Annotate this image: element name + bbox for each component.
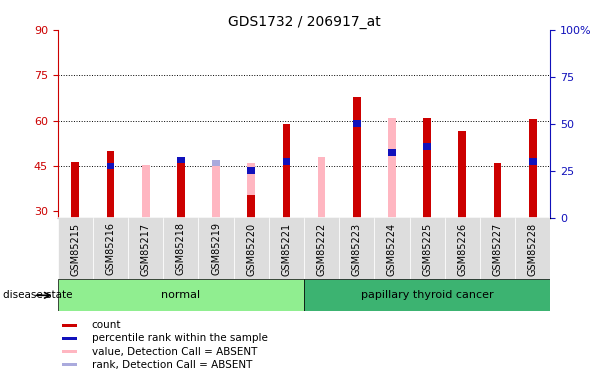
Bar bbox=[128, 217, 164, 279]
Bar bbox=[529, 119, 536, 218]
Bar bbox=[247, 195, 255, 217]
Text: GSM85225: GSM85225 bbox=[422, 222, 432, 276]
Bar bbox=[177, 157, 185, 164]
Bar bbox=[529, 158, 536, 165]
Bar bbox=[423, 118, 431, 218]
Text: GSM85226: GSM85226 bbox=[457, 222, 468, 276]
Text: GSM85219: GSM85219 bbox=[211, 222, 221, 276]
Bar bbox=[198, 217, 233, 279]
Bar bbox=[58, 217, 93, 279]
Text: GSM85216: GSM85216 bbox=[106, 222, 116, 276]
Text: GSM85222: GSM85222 bbox=[317, 222, 326, 276]
Bar bbox=[375, 217, 410, 279]
Text: GSM85217: GSM85217 bbox=[140, 222, 151, 276]
Bar bbox=[283, 124, 290, 218]
Bar bbox=[247, 163, 255, 218]
Text: GSM85218: GSM85218 bbox=[176, 222, 186, 276]
Bar bbox=[233, 217, 269, 279]
Bar bbox=[444, 217, 480, 279]
Bar bbox=[58, 279, 304, 311]
Bar bbox=[283, 158, 290, 165]
Bar bbox=[353, 96, 361, 218]
Bar bbox=[458, 131, 466, 218]
Text: rank, Detection Call = ABSENT: rank, Detection Call = ABSENT bbox=[92, 360, 252, 370]
Bar bbox=[142, 165, 150, 218]
Bar bbox=[410, 217, 444, 279]
Bar bbox=[515, 217, 550, 279]
Bar bbox=[247, 167, 255, 174]
Bar bbox=[93, 217, 128, 279]
Bar bbox=[72, 162, 79, 218]
Bar bbox=[212, 162, 220, 218]
Bar bbox=[304, 279, 550, 311]
Text: normal: normal bbox=[161, 290, 201, 300]
Bar bbox=[423, 143, 431, 150]
Bar bbox=[106, 151, 114, 217]
Bar bbox=[61, 350, 77, 353]
Bar bbox=[61, 363, 77, 366]
Bar bbox=[388, 149, 396, 156]
Text: GSM85223: GSM85223 bbox=[352, 222, 362, 276]
Text: disease state: disease state bbox=[3, 290, 72, 300]
Bar bbox=[177, 157, 185, 218]
Text: GSM85228: GSM85228 bbox=[528, 222, 537, 276]
Text: count: count bbox=[92, 320, 121, 330]
Bar bbox=[494, 163, 502, 218]
Text: GSM85215: GSM85215 bbox=[71, 222, 80, 276]
Text: GSM85224: GSM85224 bbox=[387, 222, 397, 276]
Bar bbox=[480, 217, 515, 279]
Bar bbox=[339, 217, 375, 279]
Bar bbox=[106, 163, 114, 170]
Text: GSM85227: GSM85227 bbox=[492, 222, 502, 276]
Bar bbox=[269, 217, 304, 279]
Bar bbox=[61, 337, 77, 340]
Title: GDS1732 / 206917_at: GDS1732 / 206917_at bbox=[227, 15, 381, 29]
Text: percentile rank within the sample: percentile rank within the sample bbox=[92, 333, 268, 344]
Bar bbox=[212, 160, 220, 166]
Text: GSM85221: GSM85221 bbox=[282, 222, 291, 276]
Bar bbox=[164, 217, 198, 279]
Bar bbox=[212, 160, 220, 166]
Bar bbox=[318, 157, 325, 218]
Text: GSM85220: GSM85220 bbox=[246, 222, 256, 276]
Bar bbox=[388, 118, 396, 218]
Bar bbox=[304, 217, 339, 279]
Text: value, Detection Call = ABSENT: value, Detection Call = ABSENT bbox=[92, 346, 257, 357]
Bar bbox=[61, 324, 77, 327]
Text: papillary thyroid cancer: papillary thyroid cancer bbox=[361, 290, 494, 300]
Bar bbox=[353, 120, 361, 127]
